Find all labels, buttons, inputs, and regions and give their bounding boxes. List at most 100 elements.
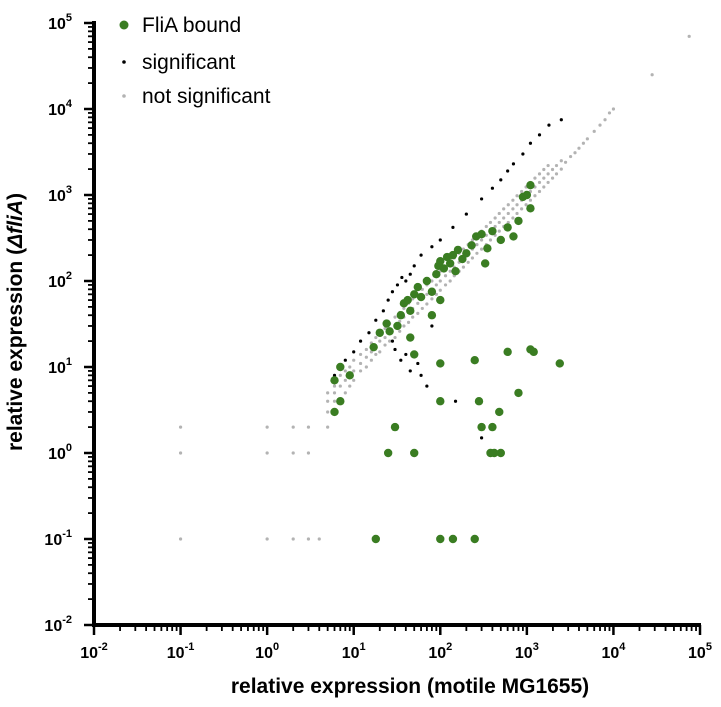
point-not-significant — [352, 369, 356, 373]
point-flia-bound — [436, 295, 445, 305]
point-significant — [358, 339, 363, 343]
y-tick-label-exponent: 2 — [66, 270, 72, 282]
point-not-significant — [343, 391, 347, 395]
point-significant — [528, 141, 533, 145]
point-flia-bound — [503, 347, 512, 357]
x-axis-title: relative expression (motile MG1655) — [231, 675, 589, 698]
y-tick-label-base: 10 — [48, 274, 66, 291]
point-not-significant — [511, 207, 515, 211]
point-significant — [419, 373, 423, 377]
point-not-significant — [461, 265, 466, 269]
point-flia-bound — [483, 244, 492, 253]
point-not-significant — [348, 384, 352, 388]
point-flia-bound — [474, 397, 484, 406]
point-flia-bound — [436, 534, 445, 544]
point-not-significant — [178, 451, 183, 455]
y-tick-label-exponent: -1 — [62, 528, 72, 540]
point-not-significant — [306, 451, 311, 455]
point-not-significant — [438, 288, 442, 292]
point-not-significant — [332, 391, 337, 395]
point-flia-bound — [330, 407, 339, 417]
point-flia-bound — [488, 226, 497, 236]
point-significant — [393, 347, 397, 352]
x-tick-label-base: 10 — [688, 645, 706, 662]
x-tick-label-base: 10 — [342, 645, 360, 662]
point-not-significant — [369, 358, 373, 362]
point-not-significant — [592, 129, 596, 133]
x-tick-label: 100 — [255, 641, 279, 662]
point-not-significant — [317, 537, 321, 541]
point-flia-bound — [448, 250, 458, 260]
point-not-significant — [393, 315, 397, 319]
point-significant — [506, 169, 510, 173]
point-flia-bound — [416, 292, 426, 302]
point-flia-bound — [375, 328, 384, 337]
point-significant — [451, 225, 455, 230]
point-not-significant — [374, 352, 378, 357]
point-not-significant — [475, 251, 479, 255]
point-not-significant — [358, 352, 363, 357]
x-tick-label-base: 10 — [167, 645, 185, 662]
y-tick-label-exponent: 3 — [66, 184, 72, 196]
point-not-significant — [425, 292, 429, 296]
point-not-significant — [416, 311, 420, 316]
point-not-significant — [388, 339, 392, 343]
x-tick-label: 10-2 — [80, 641, 108, 662]
point-not-significant — [550, 167, 555, 172]
x-tick-label-exponent: 3 — [533, 641, 539, 653]
x-tick-label-base: 10 — [428, 645, 446, 662]
x-tick-label: 104 — [601, 641, 626, 662]
point-flia-bound — [448, 534, 458, 544]
point-not-significant — [550, 176, 555, 180]
y-tick-label-base: 10 — [48, 446, 66, 463]
legend-marker-flia-bound — [119, 20, 129, 30]
point-not-significant — [443, 283, 448, 287]
x-tick-label-exponent: -2 — [98, 641, 108, 653]
point-not-significant — [338, 373, 342, 377]
point-flia-bound — [393, 321, 402, 331]
point-not-significant — [466, 260, 470, 264]
point-not-significant — [573, 151, 577, 155]
point-not-significant — [559, 167, 563, 171]
point-significant — [425, 384, 429, 388]
point-significant — [395, 283, 400, 287]
point-not-significant — [326, 391, 330, 395]
y-tick-label-base: 10 — [44, 532, 62, 549]
point-not-significant — [425, 302, 429, 306]
point-not-significant — [374, 335, 378, 340]
point-not-significant — [383, 343, 387, 347]
point-not-significant — [542, 185, 546, 189]
point-flia-bound — [451, 267, 460, 276]
point-flia-bound — [490, 448, 499, 458]
point-not-significant — [585, 137, 589, 141]
point-not-significant — [493, 216, 497, 220]
point-not-significant — [352, 378, 356, 382]
point-significant — [399, 358, 403, 362]
x-tick-label: 102 — [428, 641, 452, 662]
point-not-significant — [520, 189, 524, 194]
point-flia-bound — [467, 241, 476, 250]
x-tick-label-exponent: 5 — [706, 641, 712, 653]
point-not-significant — [515, 203, 519, 207]
point-significant — [479, 197, 484, 201]
point-not-significant — [533, 176, 537, 180]
point-significant — [511, 162, 516, 166]
point-significant — [430, 245, 434, 249]
point-flia-bound — [403, 295, 412, 305]
point-not-significant — [306, 425, 311, 429]
point-not-significant — [488, 238, 493, 242]
y-axis-title-italic: ΔfliA — [4, 200, 27, 249]
point-flia-bound — [526, 181, 535, 190]
point-significant — [559, 118, 563, 122]
legend-label-not-significant: not significant — [142, 85, 271, 108]
y-axis-title: relative expression (ΔfliA) — [4, 193, 27, 451]
point-not-significant — [506, 211, 510, 216]
point-not-significant — [546, 180, 550, 185]
point-flia-bound — [509, 232, 518, 241]
point-not-significant — [358, 369, 363, 373]
point-not-significant — [542, 176, 546, 180]
point-flia-bound — [410, 448, 419, 458]
point-flia-bound — [496, 235, 505, 245]
point-flia-bound — [439, 264, 449, 273]
point-significant — [343, 358, 347, 362]
